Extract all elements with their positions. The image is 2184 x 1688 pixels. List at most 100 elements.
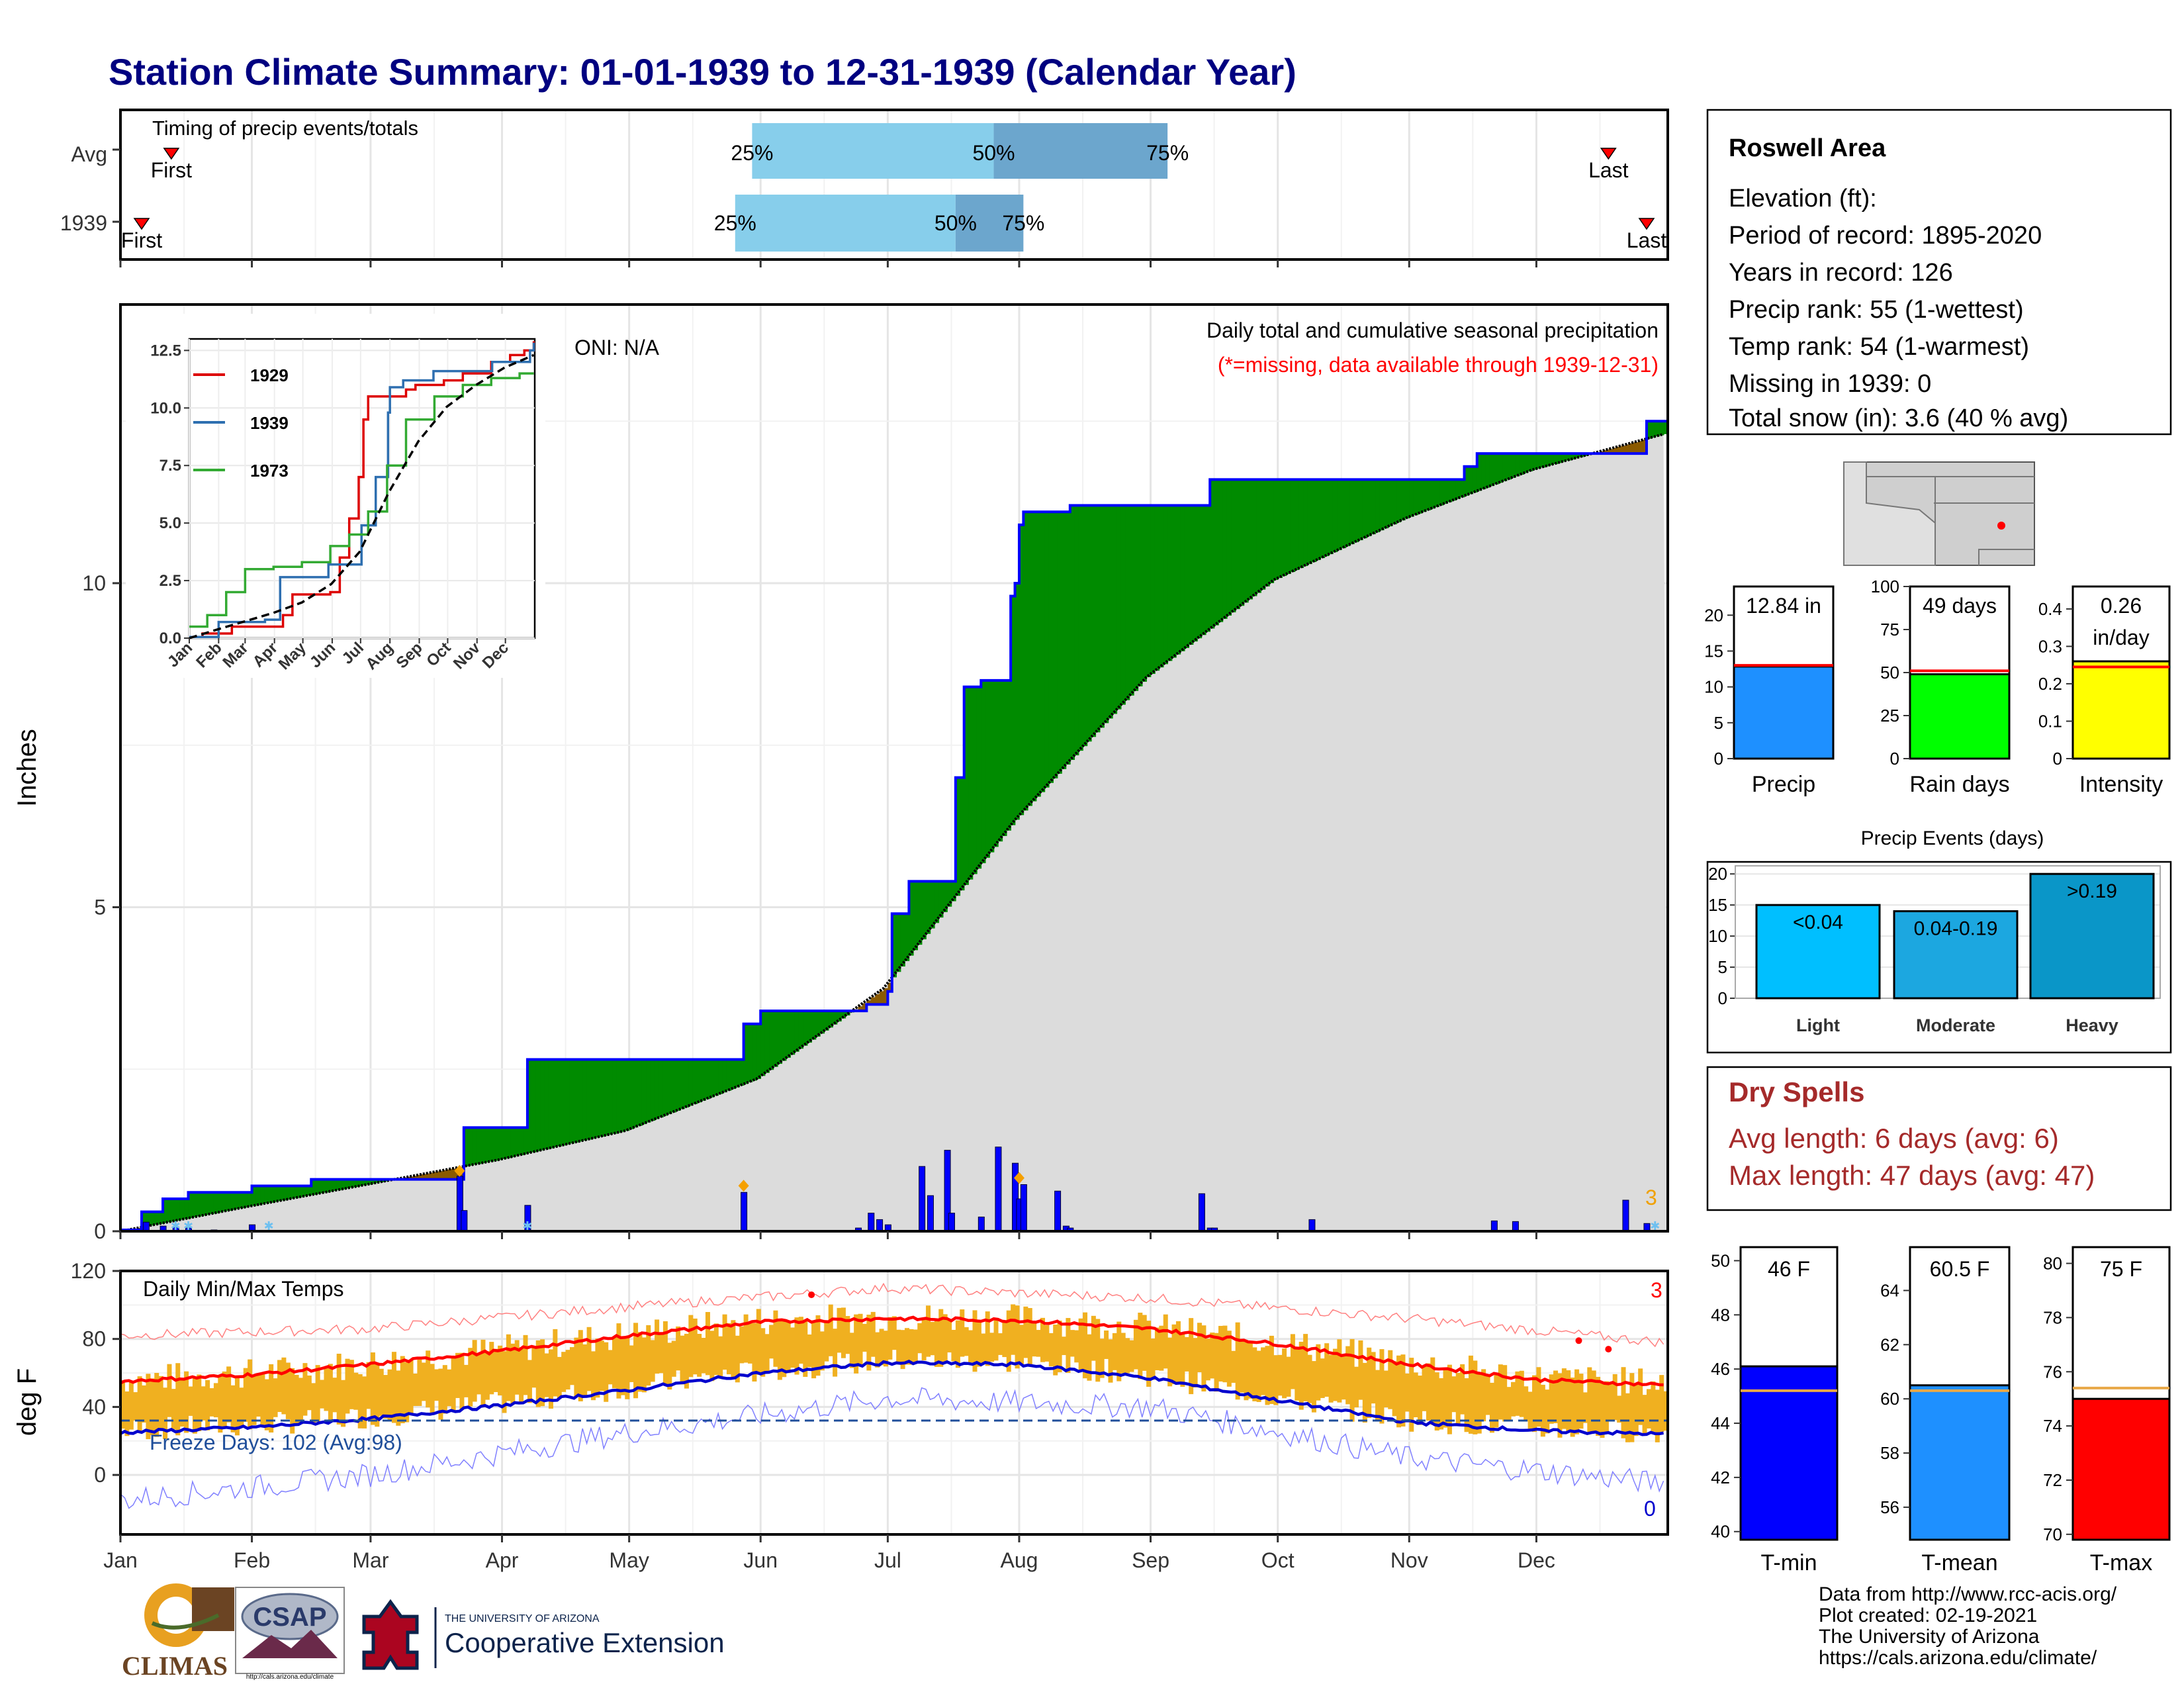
daily-temp-range-bar <box>1273 1355 1279 1405</box>
above-normal-segment <box>472 1127 477 1165</box>
precip-event-label: Heavy <box>2066 1015 2118 1035</box>
daily-temp-range-bar <box>1298 1341 1304 1410</box>
above-normal-segment <box>807 1011 812 1043</box>
daily-temp-range-bar <box>773 1310 778 1367</box>
above-normal-segment <box>769 1011 774 1070</box>
daily-precip-bar <box>948 1213 955 1232</box>
above-normal-segment <box>752 1023 757 1081</box>
timing-row-avg-label: Avg <box>71 142 107 166</box>
locator-map <box>1843 461 2035 566</box>
above-normal-segment <box>1069 505 1075 760</box>
month-label: May <box>609 1548 649 1572</box>
summary-y-tick-label: 15 <box>1704 641 1723 661</box>
timing-bar-q2-0 <box>993 123 1168 179</box>
daily-temp-range-bar <box>175 1363 181 1436</box>
daily-temp-range-bar <box>417 1359 422 1406</box>
summary-bar-Precip <box>1733 665 1835 760</box>
timing-p50-label: 50% <box>934 211 977 235</box>
daily-precip-bar <box>978 1216 985 1232</box>
temp-daily-bars <box>120 1304 1668 1442</box>
daily-temp-range-bar <box>434 1369 439 1401</box>
above-normal-segment <box>1519 453 1525 475</box>
daily-temp-range-bar <box>1629 1373 1635 1442</box>
daily-temp-range-bar <box>1587 1367 1592 1432</box>
daily-temp-range-bar <box>1396 1355 1402 1428</box>
above-normal-segment <box>218 1192 223 1213</box>
above-normal-segment <box>1163 505 1168 665</box>
above-normal-segment <box>599 1059 605 1137</box>
above-normal-segment <box>315 1179 320 1194</box>
daily-temp-range-bar <box>1069 1330 1075 1357</box>
daily-temp-range-bar <box>341 1380 346 1427</box>
timing-bar-q1-0 <box>752 123 994 179</box>
above-normal-segment <box>586 1059 592 1140</box>
above-normal-segment <box>197 1192 202 1217</box>
station-line-snow: Total snow (in): 3.6 (40 % avg) <box>1729 404 2068 432</box>
above-normal-segment <box>1371 479 1376 535</box>
daily-temp-range-bar <box>1367 1347 1372 1419</box>
daily-temp-range-bar <box>1582 1392 1588 1423</box>
above-normal-segment <box>205 1192 210 1215</box>
above-normal-segment <box>1418 479 1423 514</box>
month-label: Jun <box>743 1548 778 1572</box>
daily-temp-range-bar <box>387 1369 392 1420</box>
timing-p50-label: 50% <box>973 141 1015 165</box>
temp-panel-title: Daily Min/Max Temps <box>143 1277 343 1301</box>
daily-temp-range-bar <box>1409 1358 1414 1432</box>
month-label: Apr <box>486 1548 519 1572</box>
above-normal-segment <box>1027 512 1032 806</box>
summary-y-tick-label: 0.4 <box>2038 599 2062 619</box>
daily-temp-range-bar <box>1617 1395 1622 1423</box>
daily-temp-range-bar <box>574 1337 579 1397</box>
daily-temp-range-bar <box>756 1309 761 1375</box>
above-normal-segment <box>637 1059 643 1126</box>
daily-temp-range-bar <box>1561 1368 1567 1429</box>
above-normal-segment <box>1248 479 1253 600</box>
daily-temp-range-bar <box>553 1329 558 1397</box>
daily-temp-range-bar <box>370 1352 375 1425</box>
above-normal-segment <box>1167 505 1173 661</box>
daily-temp-range-bar <box>306 1375 312 1411</box>
above-normal-segment <box>1256 479 1261 593</box>
daily-temp-range-bar <box>294 1374 299 1426</box>
above-normal-segment <box>1062 512 1067 769</box>
above-normal-segment <box>608 1059 613 1135</box>
above-normal-segment <box>1295 479 1300 571</box>
daily-temp-range-bar <box>1265 1346 1270 1405</box>
daily-temp-range-bar <box>548 1349 553 1409</box>
daily-temp-range-bar <box>1612 1374 1617 1421</box>
normal-cumulative-area <box>120 434 1668 1231</box>
above-normal-segment <box>264 1186 269 1204</box>
temp-y-tick-label: 40 <box>82 1395 106 1419</box>
below-normal-segment <box>883 988 889 1005</box>
above-normal-segment <box>726 1059 732 1091</box>
precip-event-bar-Heavy <box>2029 872 2155 1000</box>
above-normal-segment <box>366 1179 371 1185</box>
above-normal-segment <box>1252 479 1257 596</box>
daily-temp-range-bar <box>1536 1367 1541 1427</box>
above-normal-segment <box>1222 479 1228 619</box>
daily-temp-range-bar <box>633 1323 639 1399</box>
daily-temp-range-bar <box>234 1375 240 1436</box>
daily-temp-range-bar <box>1604 1381 1609 1432</box>
daily-temp-range-bar <box>1307 1354 1312 1403</box>
above-normal-segment <box>1201 505 1206 635</box>
daily-temp-range-bar <box>1485 1374 1490 1415</box>
above-normal-segment <box>1053 512 1058 778</box>
above-normal-segment <box>1532 453 1537 470</box>
daily-temp-range-bar <box>752 1323 757 1382</box>
daily-temp-range-bar <box>1163 1314 1168 1369</box>
daily-temp-range-bar <box>1175 1321 1181 1384</box>
above-normal-segment <box>306 1186 312 1196</box>
month-label: Oct <box>1261 1548 1295 1572</box>
events-y-tick-label: 10 <box>1708 926 1727 946</box>
temp-y-tick-label: 120 <box>71 1259 106 1283</box>
temp-bar-y-tick-label: 72 <box>2043 1470 2062 1490</box>
below-normal-segment <box>451 1168 456 1180</box>
daily-precip-bar <box>1490 1220 1498 1232</box>
above-normal-segment <box>1175 505 1181 655</box>
daily-temp-range-bar <box>404 1362 410 1423</box>
daily-temp-range-bar <box>1443 1370 1448 1428</box>
above-normal-segment <box>604 1059 609 1136</box>
